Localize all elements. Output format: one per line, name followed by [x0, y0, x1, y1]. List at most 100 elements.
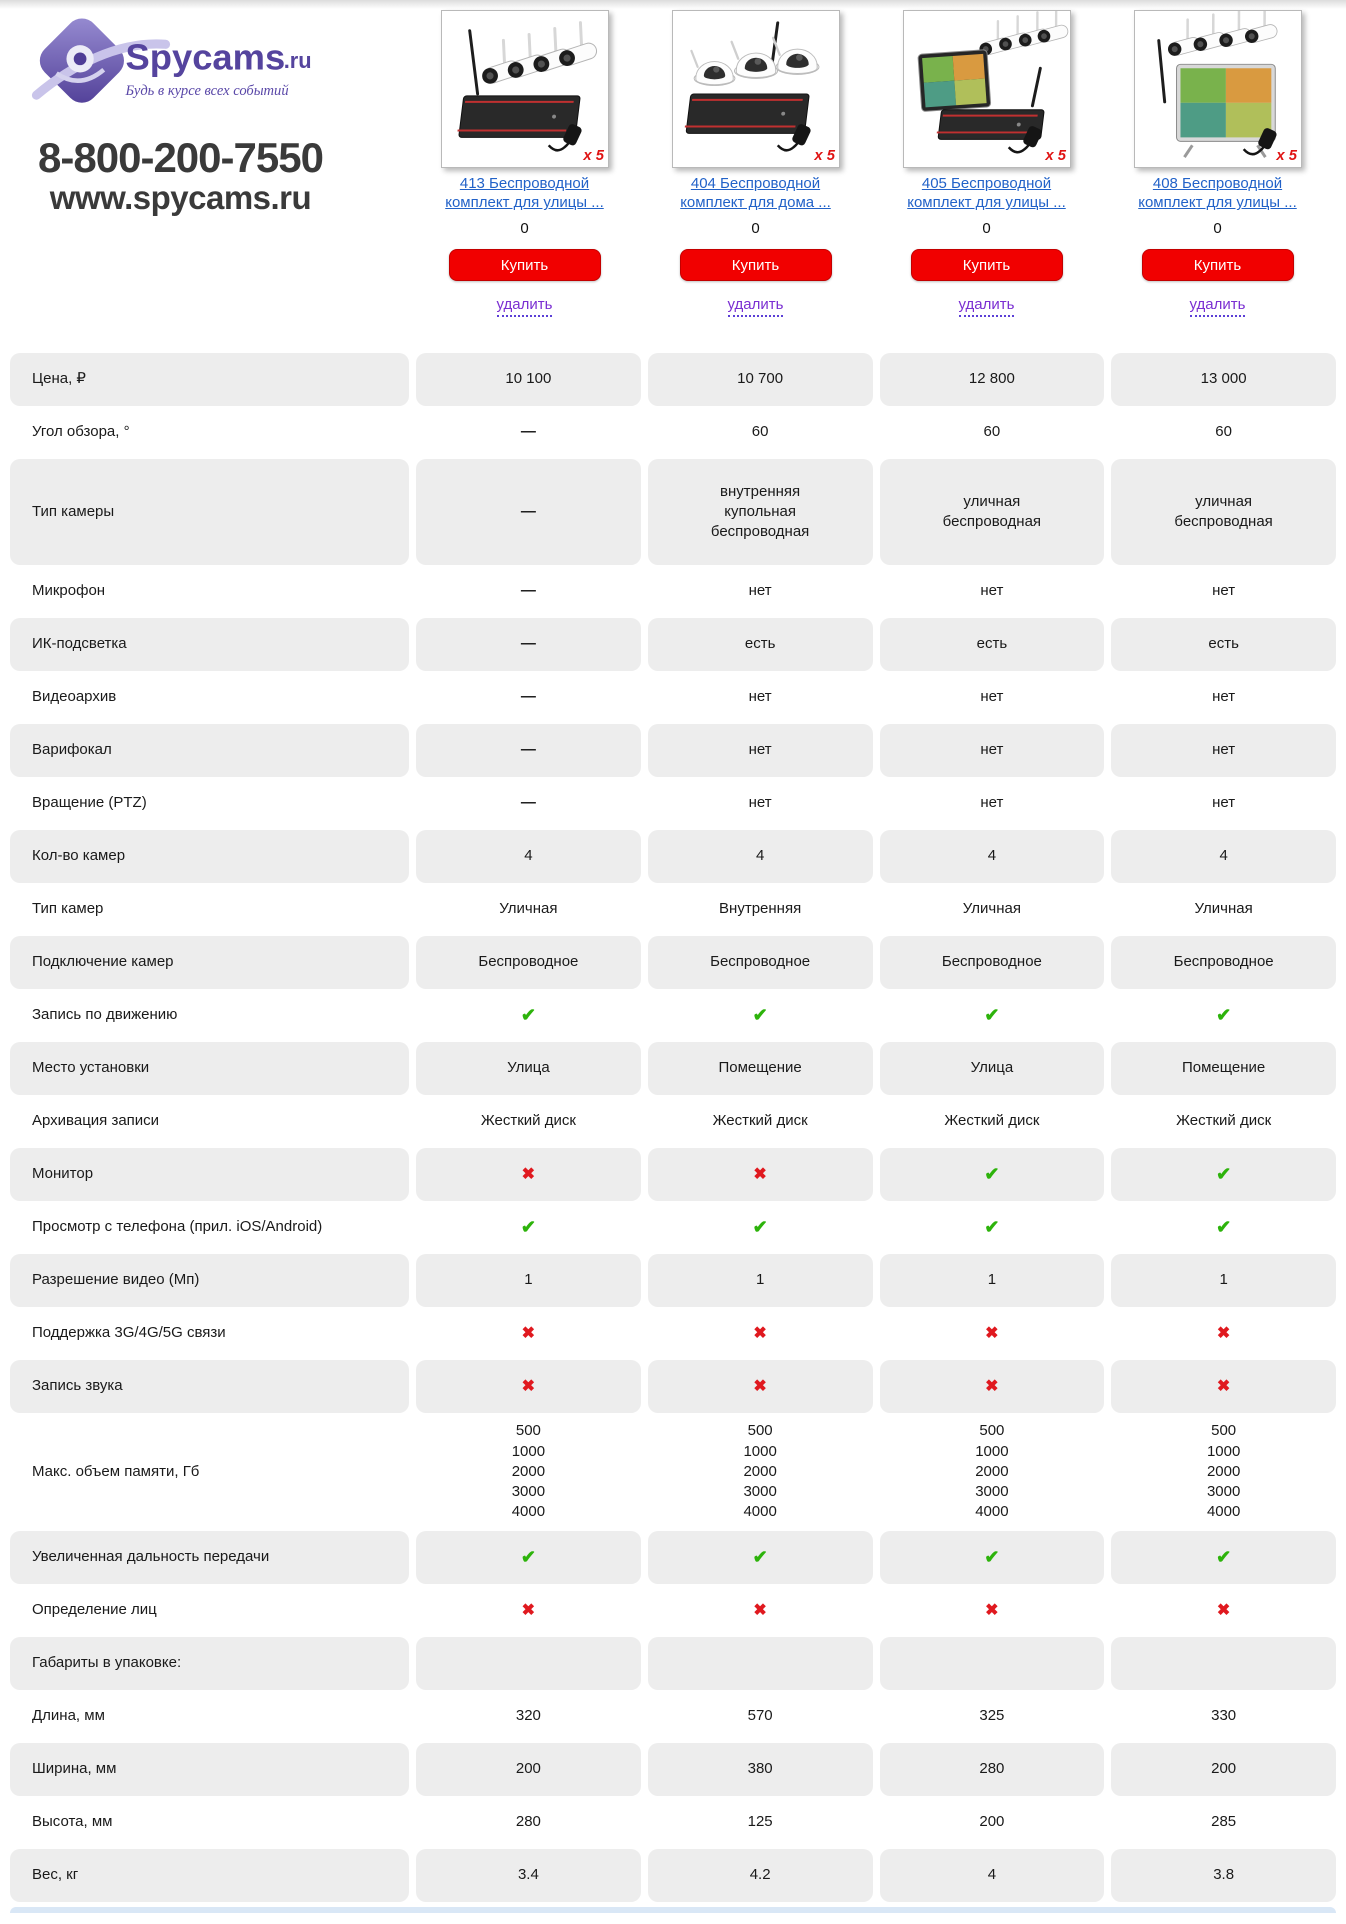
cross-icon: ✖ — [521, 1324, 536, 1342]
spec-value: ✖ — [416, 1360, 641, 1413]
buy-button[interactable]: Купить — [448, 249, 601, 282]
product-rating: 0 — [520, 220, 529, 238]
spec-value: ✔ — [880, 1201, 1105, 1254]
spec-value: 4 — [647, 830, 873, 883]
product-title-link[interactable]: 408 Беспроводной комплект для улицы ... — [1138, 175, 1297, 212]
spec-value: 500 1000 2000 3000 4000 — [1206, 1422, 1241, 1521]
spec-value: ✖ — [880, 1584, 1105, 1637]
spec-value: 1 — [647, 1254, 873, 1307]
spec-value: ✖ — [648, 1307, 873, 1360]
spec-label: Габариты в упаковке: — [10, 1637, 409, 1690]
product-title-link[interactable]: 404 Беспроводной комплект для дома ... — [680, 175, 831, 212]
spec-label: Кол-во камер — [10, 830, 409, 883]
nvr-box-icon — [684, 93, 809, 134]
spec-value: 60 — [1215, 423, 1232, 441]
spec-label: Микрофон — [32, 582, 106, 600]
spec-label: Тип камер — [32, 900, 104, 918]
spec-value: 1 — [879, 1254, 1105, 1307]
spec-value: нет — [1111, 724, 1336, 777]
spec-row: Место установки Улица Помещение Улица Помеще… — [10, 1042, 1336, 1095]
spec-value: нет — [1212, 794, 1236, 812]
product-title-link[interactable]: 413 Беспроводной комплект для улицы ... — [445, 175, 604, 212]
spec-label: Запись звука — [10, 1360, 409, 1413]
check-icon: ✔ — [752, 1217, 768, 1238]
spec-value: Жесткий диск — [712, 1112, 808, 1130]
brand-logo[interactable]: Spycams .ru Будь в курсе всех событий — [31, 8, 331, 126]
power-adapter-icon — [547, 124, 582, 152]
spec-value: нет — [1212, 688, 1236, 706]
product-image[interactable]: x 5 — [440, 10, 609, 168]
not-applicable-dash: — — [520, 741, 536, 759]
comparison-table: Цена, ₽10 100 10 700 12 800 13 000 Угол обзо… — [10, 353, 1336, 1913]
spec-row: Просмотр с телефона (прил. iOS/Android) ✔… — [10, 1201, 1336, 1254]
check-icon: ✔ — [1216, 1164, 1232, 1185]
spec-value: 280 — [879, 1743, 1105, 1796]
spec-value: ✖ — [416, 1148, 641, 1201]
spec-value: ✔ — [1111, 989, 1336, 1042]
spec-value: — — [416, 671, 641, 724]
spec-row: Вес, кг 3.4 4.2 4 3.8 — [10, 1849, 1336, 1902]
nvr-box-icon — [456, 95, 580, 138]
spec-value: 4 — [1111, 830, 1336, 883]
product-card: x 5 408 Беспроводной комплект для улицы .… — [1105, 5, 1330, 318]
check-icon: ✔ — [1216, 1217, 1232, 1238]
spec-row: Высота, мм 280 125 200 285 — [10, 1796, 1336, 1849]
buy-button[interactable]: Купить — [910, 249, 1063, 282]
spec-value: нет — [748, 582, 772, 600]
spec-label: Просмотр с телефона (прил. iOS/Android) — [32, 1218, 323, 1236]
product-card: x 5 405 Беспроводной комплект для улицы .… — [874, 7, 1099, 318]
spec-value: — — [416, 459, 641, 565]
spec-row: Микрофон — нет нет нет — [10, 565, 1336, 618]
cross-icon: ✖ — [753, 1165, 767, 1183]
check-icon: ✔ — [984, 1005, 1000, 1026]
product-image[interactable]: x 5 — [671, 10, 840, 168]
spec-label: Определение лиц — [32, 1601, 157, 1619]
spec-value: 1 — [416, 1254, 641, 1307]
spec-value: ✔ — [1111, 1531, 1336, 1584]
spec-value: 3.4 — [416, 1849, 641, 1902]
spec-value: 1 — [1111, 1254, 1336, 1307]
check-icon: ✔ — [520, 1547, 536, 1568]
product-card: x 5 413 Беспроводной комплект для улицы .… — [412, 10, 637, 318]
not-applicable-dash: — — [520, 635, 536, 653]
spec-value: — — [416, 618, 641, 671]
spec-value: ✔ — [1111, 1201, 1336, 1254]
spec-value — [879, 1637, 1105, 1690]
remove-link[interactable]: удалить — [727, 296, 784, 318]
check-icon: ✔ — [984, 1217, 1000, 1238]
buy-button[interactable]: Купить — [679, 249, 832, 282]
product-title-link[interactable]: 405 Беспроводной комплект для улицы ... — [907, 175, 1066, 212]
spec-value: 4 — [879, 830, 1105, 883]
spec-row: Архивация записи Жесткий диск Жесткий диск… — [10, 1095, 1336, 1148]
power-adapter-icon — [776, 124, 811, 152]
buy-button[interactable]: Купить — [1141, 249, 1294, 282]
power-adapter-icon — [1242, 128, 1277, 156]
remove-link[interactable]: удалить — [496, 296, 553, 318]
spec-value: ✔ — [416, 989, 641, 1042]
spec-value: 320 — [515, 1707, 541, 1725]
spec-row: Поддержка 3G/4G/5G связи ✖ ✖ ✖ ✖ — [10, 1307, 1336, 1360]
product-image[interactable]: x 5 — [902, 7, 1071, 168]
spec-value: Жесткий диск — [1176, 1112, 1272, 1130]
spec-value: 500 1000 2000 3000 4000 — [743, 1422, 777, 1521]
check-icon: ✔ — [984, 1547, 1000, 1568]
kit-multiplier-badge: x 5 — [1044, 148, 1066, 164]
spec-value: ✔ — [880, 989, 1105, 1042]
spec-row: Разрешение видео (Мп) 1 1 1 1 — [10, 1254, 1336, 1307]
product-image[interactable]: x 5 — [1133, 5, 1302, 168]
spec-value: 10 700 — [647, 353, 873, 406]
cross-icon: ✖ — [521, 1165, 536, 1183]
spec-value: Внутренняя — [719, 900, 802, 918]
spec-value: Беспроводное — [416, 936, 641, 989]
not-applicable-dash: — — [520, 423, 536, 441]
spec-label: Варифокал — [10, 724, 409, 777]
spec-value: Беспроводное — [1111, 936, 1336, 989]
remove-link[interactable]: удалить — [958, 296, 1015, 318]
eye-diamond-icon — [31, 18, 170, 103]
cross-icon: ✖ — [521, 1377, 536, 1395]
spec-value: Уличная — [962, 900, 1021, 918]
spec-label: Поддержка 3G/4G/5G связи — [32, 1324, 226, 1342]
spec-label: Высота, мм — [32, 1813, 113, 1831]
remove-link[interactable]: удалить — [1189, 296, 1246, 318]
check-icon: ✔ — [1216, 1547, 1232, 1568]
